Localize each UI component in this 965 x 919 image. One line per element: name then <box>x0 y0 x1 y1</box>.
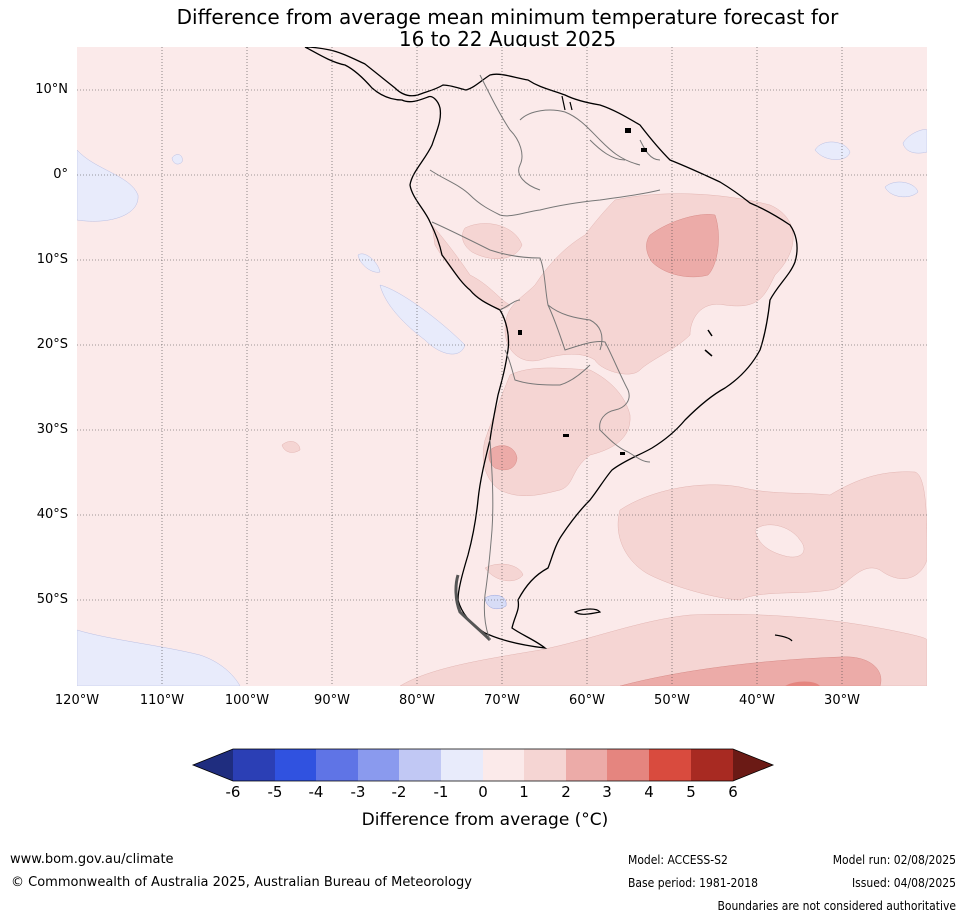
colorbar-segment <box>733 749 773 781</box>
colorbar-tick-label: 4 <box>644 783 654 801</box>
colorbar-tick-label: 6 <box>728 783 738 801</box>
colorbar-tick-label: 5 <box>686 783 696 801</box>
lat-label-0: 0° <box>53 167 68 182</box>
colorbar-tick-label: -4 <box>308 783 324 801</box>
anomaly-area-negative <box>484 595 507 609</box>
model-name: Model: ACCESS-S2 <box>628 853 728 867</box>
anomaly-area-negative <box>379 284 466 355</box>
anomaly-area-positive <box>281 441 301 453</box>
anomaly-area-positive <box>482 367 631 496</box>
lat-label-40s: 40°S <box>36 507 68 522</box>
colorbar-tick-label: -2 <box>391 783 407 801</box>
colorbar-segment <box>524 749 566 781</box>
colorbar-tick-label: 3 <box>602 783 612 801</box>
colorbar-segment <box>607 749 649 781</box>
anomaly-area-positive-high <box>488 445 518 471</box>
copyright-text: © Commonwealth of Australia 2025, Austra… <box>11 875 472 890</box>
lon-label-40w: 40°W <box>739 693 775 708</box>
lon-label-100w: 100°W <box>224 693 270 708</box>
lat-label-10n: 10°N <box>35 82 68 97</box>
anomaly-area-negative <box>814 141 851 160</box>
boundaries-disclaimer: Boundaries are not considered authoritat… <box>717 899 956 913</box>
lakes <box>518 128 647 455</box>
colorbar-tick-label: 2 <box>561 783 571 801</box>
lat-label-50s: 50°S <box>36 592 68 607</box>
colorbar-segment <box>275 749 316 781</box>
country-borders <box>429 74 661 641</box>
map-title-line2: 16 to 22 August 2025 <box>398 27 617 51</box>
lon-label-70w: 70°W <box>484 693 520 708</box>
anomaly-area-positive <box>462 223 523 259</box>
lon-label-30w: 30°W <box>824 693 860 708</box>
colorbar-tick-label: 1 <box>519 783 529 801</box>
anomaly-area-negative <box>77 629 241 686</box>
colorbar-segment <box>691 749 733 781</box>
anomaly-area-negative <box>357 253 381 273</box>
colorbar-tick-label: -3 <box>350 783 366 801</box>
anomaly-area-positive-high <box>646 214 719 278</box>
colorbar-segment <box>649 749 691 781</box>
colorbar-segment <box>316 749 358 781</box>
lon-label-120w: 120°W <box>54 693 100 708</box>
lon-label-80w: 80°W <box>399 693 435 708</box>
coastlines <box>304 47 798 649</box>
colorbar-segment <box>399 749 441 781</box>
coastline <box>304 47 798 649</box>
lon-label-50w: 50°W <box>654 693 690 708</box>
lon-label-110w: 110°W <box>139 693 185 708</box>
anomaly-area-positive <box>754 524 805 558</box>
base-period: Base period: 1981-2018 <box>628 876 759 890</box>
anomaly-area-positive-high <box>619 656 882 686</box>
colorbar-label: Difference from average (°C) <box>361 810 609 830</box>
anomaly-area-negative <box>77 149 139 222</box>
colorbar-segment <box>193 749 233 781</box>
website-link[interactable]: www.bom.gov.au/climate <box>10 852 174 867</box>
lon-label-90w: 90°W <box>314 693 350 708</box>
anomaly-area-positive <box>484 563 524 582</box>
falkland-islands <box>573 608 602 615</box>
issued-date: Issued: 04/08/2025 <box>851 876 956 890</box>
colorbar-segment <box>483 749 524 781</box>
anomaly-area-negative <box>884 181 919 198</box>
anomaly-area-negative <box>902 129 927 154</box>
colorbar-segment <box>358 749 399 781</box>
model-run-date: Model run: 02/08/2025 <box>832 853 956 867</box>
colorbar-tick-label: -1 <box>433 783 449 801</box>
anomaly-field <box>77 47 927 686</box>
map-title-line1: Difference from average mean minimum tem… <box>176 5 839 29</box>
anomaly-area-negative <box>171 154 183 165</box>
lon-label-60w: 60°W <box>569 693 605 708</box>
colorbar-tick-label: 0 <box>478 783 488 801</box>
lat-label-10s: 10°S <box>36 252 68 267</box>
graticule <box>77 47 927 686</box>
anomaly-area-positive-higher <box>785 681 820 686</box>
lat-label-30s: 30°S <box>36 422 68 437</box>
colorbar-segment <box>566 749 607 781</box>
colorbar-tick-label: -5 <box>267 783 283 801</box>
colorbar-tick-label: -6 <box>225 783 241 801</box>
colorbar-outline <box>191 748 775 782</box>
lat-label-20s: 20°S <box>36 337 68 352</box>
colorbar-segment <box>233 749 275 781</box>
colorbar-segment <box>441 749 483 781</box>
